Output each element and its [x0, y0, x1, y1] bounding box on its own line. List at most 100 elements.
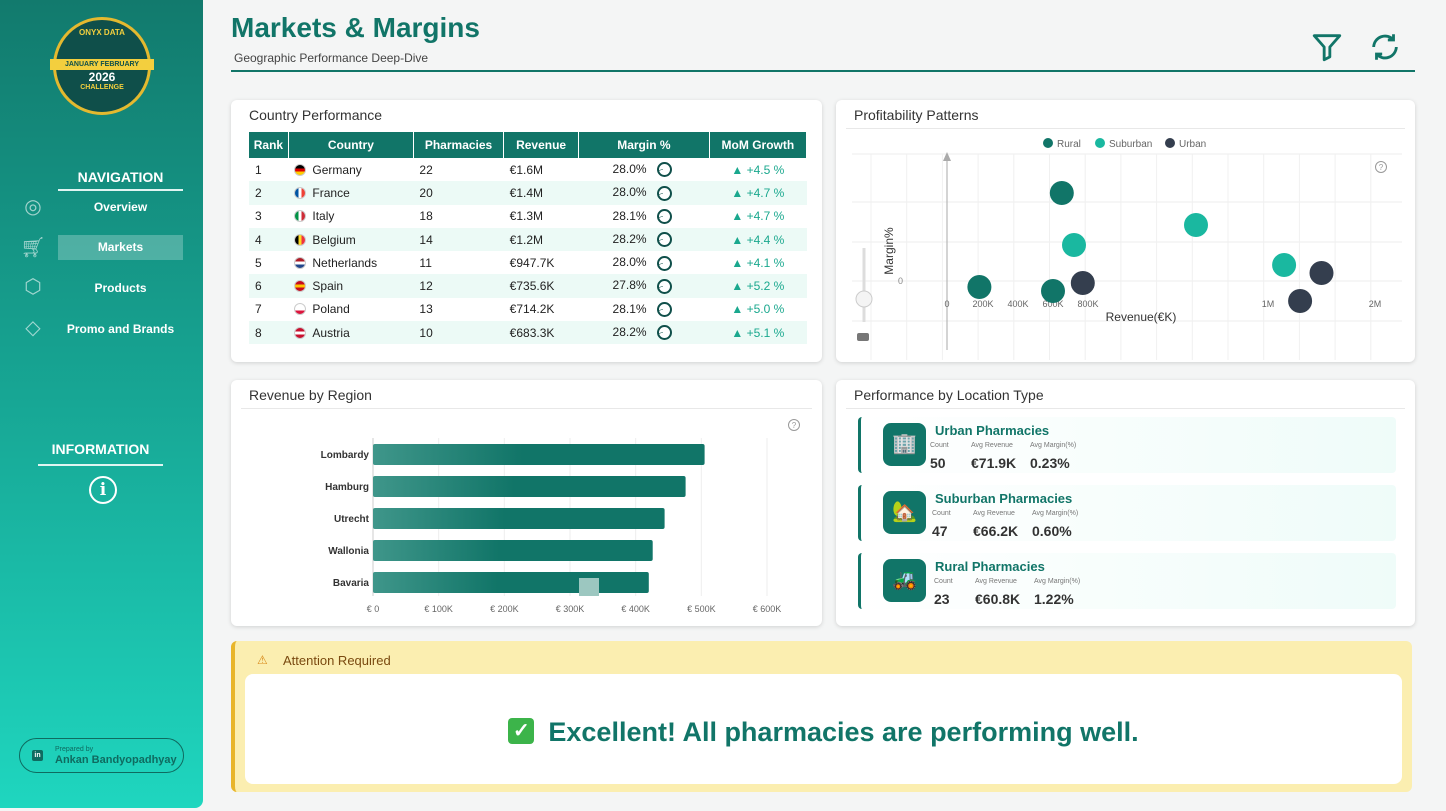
legend-marker: [1165, 138, 1175, 148]
x-tick-label: € 600K: [753, 604, 782, 614]
tag-icon[interactable]: ◇: [25, 317, 41, 339]
country-cell: Spain: [288, 274, 414, 298]
avg-margin-label: Avg Margin(%): [1030, 442, 1077, 449]
column-header[interactable]: Rank: [249, 132, 289, 158]
country-cell: Germany: [288, 158, 413, 181]
country-cell: Austria: [288, 321, 414, 345]
scroll-chevron-icon[interactable]: [579, 578, 599, 596]
scatter-point-suburban[interactable]: [1184, 213, 1208, 237]
scatter-point-suburban[interactable]: [1062, 233, 1086, 257]
author-name: Ankan Bandyopadhyay: [55, 754, 177, 766]
pharmacies: 20: [413, 181, 504, 205]
scatter-point-urban[interactable]: [1309, 261, 1334, 285]
bar[interactable]: [373, 572, 649, 593]
pharmacies: 12: [413, 274, 504, 298]
refresh-icon[interactable]: [1368, 30, 1402, 64]
author-badge[interactable]: in Prepared by Ankan Bandyopadhyay: [19, 738, 184, 773]
box-icon[interactable]: ⬡: [24, 276, 42, 298]
rank: 1: [255, 162, 262, 177]
column-header[interactable]: Pharmacies: [413, 132, 505, 158]
count-value: 23: [934, 591, 950, 607]
y-tick-label: 0: [898, 276, 903, 286]
bar[interactable]: [373, 444, 705, 465]
mom-growth: ▲ +5.1 %: [709, 321, 807, 345]
table-row[interactable]: 4 Belgium 14 €1.2M 28.2% ▲ +4.4 %: [249, 227, 807, 252]
x-tick-label: 600K: [1042, 299, 1063, 309]
margin: 27.8%: [612, 278, 647, 293]
cart-icon[interactable]: 🛒︎: [20, 237, 46, 259]
category-label: Wallonia: [328, 546, 369, 557]
bar[interactable]: [373, 508, 665, 529]
revenue: €1.6M: [509, 162, 544, 177]
x-tick-label: 2M: [1369, 299, 1382, 309]
margin-cell: 28.1%: [579, 205, 710, 228]
bar[interactable]: [373, 476, 686, 497]
help-icon[interactable]: ?: [1375, 161, 1387, 173]
help-icon[interactable]: ?: [788, 419, 800, 431]
nav-markets[interactable]: Markets: [58, 235, 183, 260]
margin-cell: 28.0%: [579, 251, 710, 274]
rank: 2: [249, 181, 289, 205]
scatter-point-urban[interactable]: [1288, 289, 1313, 313]
scatter-point-suburban[interactable]: [1272, 253, 1297, 277]
margin-cell: 28.1%: [579, 298, 710, 321]
legend-label[interactable]: Urban: [1179, 139, 1206, 150]
legend-label[interactable]: Suburban: [1109, 139, 1152, 150]
table-row[interactable]: 5 Netherlands 11 €947.7K 28.0% ▲ +4.1 %: [249, 251, 807, 274]
camera-icon[interactable]: [857, 333, 869, 341]
card-title: Performance by Location Type: [854, 387, 1044, 403]
country-name: Austria: [312, 325, 350, 340]
pie-icon: [656, 232, 672, 248]
pharmacies: 10: [413, 321, 504, 345]
warning-icon: ⚠: [257, 653, 268, 667]
table-row[interactable]: 2 France 20 €1.4M 28.0% ▲ +4.7 %: [249, 181, 807, 205]
location-icon: 🏡: [883, 491, 926, 534]
page-title: Markets & Margins: [231, 12, 480, 43]
divider: [38, 464, 163, 466]
column-header[interactable]: MoM Growth: [709, 132, 808, 158]
nav-promo-brands[interactable]: Promo and Brands: [66, 322, 175, 336]
column-header[interactable]: Country: [288, 132, 414, 158]
table-row[interactable]: 8 Austria 10 €683.3K 28.2% ▲ +5.1 %: [249, 321, 807, 345]
margin: 28.0%: [612, 255, 647, 270]
category-label: Utrecht: [334, 514, 370, 525]
revenue: €1.4M: [503, 181, 579, 205]
revenue: €714.2K: [509, 302, 555, 317]
margin-cell: 28.0%: [579, 158, 710, 181]
pie-icon: [656, 325, 672, 341]
scatter-point-rural[interactable]: [1049, 181, 1074, 205]
column-header[interactable]: Margin %: [578, 132, 710, 158]
pie-icon: [656, 208, 672, 224]
pharmacies: 13: [419, 302, 433, 317]
table-row[interactable]: 3 Italy 18 €1.3M 28.1% ▲ +4.7 %: [249, 205, 807, 228]
flag-icon: [294, 186, 307, 199]
scatter-point-rural[interactable]: [967, 275, 992, 299]
country-name: Belgium: [312, 232, 356, 247]
divider: [846, 128, 1405, 129]
alert-title: Attention Required: [283, 653, 391, 668]
column-header[interactable]: Revenue: [503, 132, 580, 158]
table-row[interactable]: 6 Spain 12 €735.6K 27.8% ▲ +5.2 %: [249, 274, 807, 298]
margin: 28.0%: [612, 185, 647, 200]
rank: 7: [255, 302, 262, 317]
check-icon: ✓: [508, 718, 535, 744]
zoom-slider-handle[interactable]: [855, 290, 873, 308]
x-tick-label: € 500K: [687, 604, 716, 614]
info-icon[interactable]: i: [89, 476, 117, 504]
nav-overview[interactable]: Overview: [93, 200, 148, 214]
table-row[interactable]: 1 Germany 22 €1.6M 28.0% ▲ +4.5 %: [249, 158, 807, 181]
scatter-point-urban[interactable]: [1070, 271, 1095, 295]
bar[interactable]: [373, 540, 653, 561]
globe-icon[interactable]: ◎: [24, 196, 42, 218]
margin-cell: 28.2%: [578, 321, 710, 345]
count-value: 47: [932, 523, 948, 539]
legend-label[interactable]: Rural: [1057, 139, 1081, 150]
revenue: €1.3M: [509, 209, 544, 224]
nav-products[interactable]: Products: [94, 281, 147, 295]
flag-icon: [294, 163, 307, 176]
alert-message: Excellent! All pharmacies are performing…: [548, 717, 1139, 747]
table-row[interactable]: 7 Poland 13 €714.2K 28.1% ▲ +5.0 %: [249, 298, 807, 321]
scatter-point-rural[interactable]: [1041, 279, 1065, 303]
mom-growth: ▲ +4.1 %: [731, 255, 785, 270]
filter-icon[interactable]: [1310, 30, 1344, 64]
